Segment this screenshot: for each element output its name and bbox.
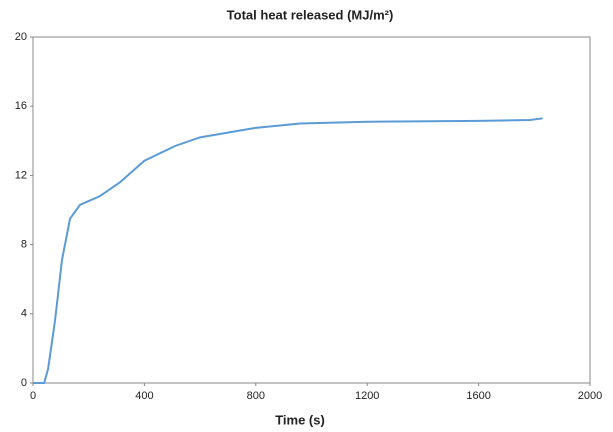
plot-frame: [32, 36, 591, 384]
x-tick-label: 1200: [355, 390, 379, 402]
x-tick-label: 2000: [578, 390, 602, 402]
x-tick-label: 1600: [466, 390, 490, 402]
x-tick-label: 0: [30, 390, 36, 402]
y-tick-label: 8: [21, 239, 27, 251]
x-tick-label: 400: [135, 390, 153, 402]
y-tick-label: 4: [21, 308, 27, 320]
y-tick-label: 16: [15, 100, 27, 112]
y-tick-label: 20: [15, 31, 27, 43]
chart-title: Total heat released (MJ/m²): [227, 7, 394, 22]
x-axis-label: Time (s): [275, 412, 325, 427]
x-tick-label: 800: [247, 390, 265, 402]
y-tick-label: 12: [15, 169, 27, 181]
y-tick-label: 0: [21, 377, 27, 389]
data-line: [33, 117, 543, 384]
